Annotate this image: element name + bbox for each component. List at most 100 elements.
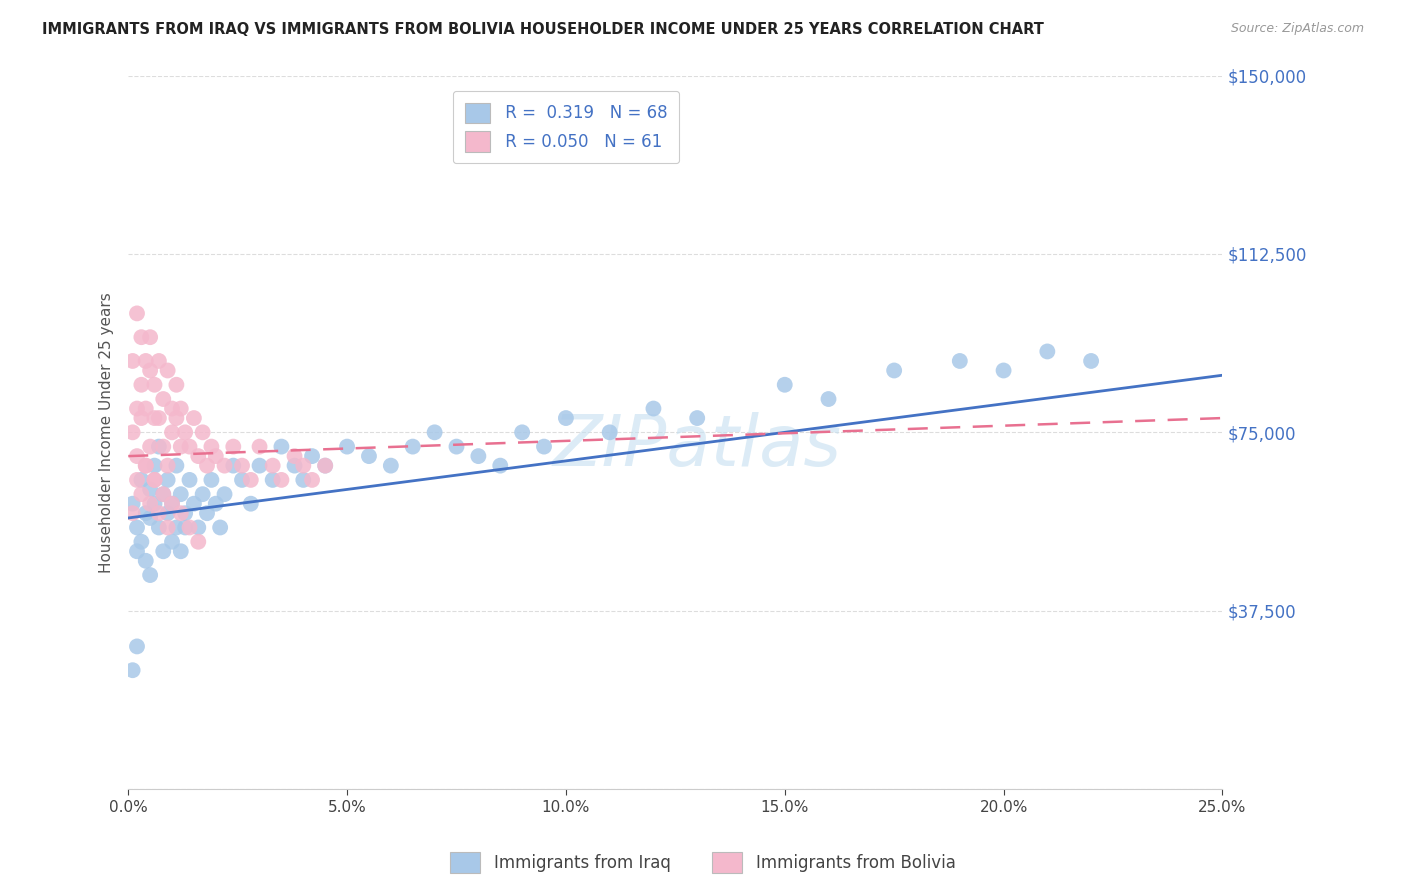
Point bbox=[179, 440, 201, 454]
Point bbox=[231, 458, 253, 473]
Point bbox=[249, 440, 271, 454]
Point bbox=[152, 440, 174, 454]
Point bbox=[239, 497, 262, 511]
Point bbox=[467, 449, 489, 463]
Point bbox=[209, 520, 232, 534]
Point bbox=[125, 473, 148, 487]
Point bbox=[170, 506, 193, 520]
Point bbox=[165, 377, 187, 392]
Point bbox=[160, 497, 183, 511]
Point bbox=[599, 425, 621, 440]
Point bbox=[301, 449, 323, 463]
Point bbox=[179, 520, 201, 534]
Point bbox=[139, 511, 162, 525]
Point bbox=[143, 473, 166, 487]
Point bbox=[191, 487, 214, 501]
Point bbox=[686, 411, 709, 425]
Point bbox=[165, 411, 187, 425]
Point bbox=[817, 392, 839, 406]
Point bbox=[446, 440, 468, 454]
Point bbox=[135, 401, 157, 416]
Point bbox=[214, 458, 236, 473]
Point bbox=[183, 497, 205, 511]
Point bbox=[949, 354, 972, 368]
Point bbox=[170, 544, 193, 558]
Point bbox=[125, 401, 148, 416]
Point bbox=[179, 473, 201, 487]
Point bbox=[143, 497, 166, 511]
Text: Source: ZipAtlas.com: Source: ZipAtlas.com bbox=[1230, 22, 1364, 36]
Point bbox=[231, 473, 253, 487]
Point bbox=[121, 497, 143, 511]
Point bbox=[156, 458, 179, 473]
Point bbox=[152, 487, 174, 501]
Point bbox=[156, 363, 179, 377]
Point bbox=[143, 411, 166, 425]
Point bbox=[883, 363, 905, 377]
Point bbox=[131, 487, 153, 501]
Point bbox=[135, 458, 157, 473]
Point bbox=[139, 568, 162, 582]
Point bbox=[402, 440, 425, 454]
Point bbox=[773, 377, 796, 392]
Point bbox=[270, 473, 292, 487]
Point bbox=[314, 458, 336, 473]
Point bbox=[148, 411, 170, 425]
Point bbox=[195, 458, 218, 473]
Point bbox=[131, 377, 153, 392]
Text: ZIPatlas: ZIPatlas bbox=[553, 412, 842, 481]
Point bbox=[139, 440, 162, 454]
Point bbox=[139, 363, 162, 377]
Point bbox=[160, 497, 183, 511]
Point bbox=[125, 306, 148, 320]
Point bbox=[204, 497, 226, 511]
Point bbox=[262, 473, 284, 487]
Point bbox=[292, 473, 315, 487]
Point bbox=[187, 520, 209, 534]
Point bbox=[131, 330, 153, 344]
Point bbox=[187, 534, 209, 549]
Point bbox=[357, 449, 380, 463]
Point bbox=[143, 377, 166, 392]
Point bbox=[143, 458, 166, 473]
Point bbox=[135, 554, 157, 568]
Point bbox=[148, 354, 170, 368]
Point bbox=[204, 449, 226, 463]
Point bbox=[148, 440, 170, 454]
Point bbox=[200, 473, 222, 487]
Point bbox=[170, 401, 193, 416]
Point bbox=[284, 449, 307, 463]
Point bbox=[160, 401, 183, 416]
Point bbox=[336, 440, 359, 454]
Point bbox=[239, 473, 262, 487]
Legend: Immigrants from Iraq, Immigrants from Bolivia: Immigrants from Iraq, Immigrants from Bo… bbox=[444, 846, 962, 880]
Point bbox=[174, 520, 197, 534]
Y-axis label: Householder Income Under 25 years: Householder Income Under 25 years bbox=[100, 292, 114, 573]
Point bbox=[423, 425, 446, 440]
Point bbox=[174, 425, 197, 440]
Point bbox=[160, 534, 183, 549]
Point bbox=[183, 411, 205, 425]
Point bbox=[135, 354, 157, 368]
Point bbox=[284, 458, 307, 473]
Point bbox=[121, 425, 143, 440]
Text: IMMIGRANTS FROM IRAQ VS IMMIGRANTS FROM BOLIVIA HOUSEHOLDER INCOME UNDER 25 YEAR: IMMIGRANTS FROM IRAQ VS IMMIGRANTS FROM … bbox=[42, 22, 1045, 37]
Point bbox=[121, 663, 143, 677]
Legend:  R =  0.319   N = 68,  R = 0.050   N = 61 : R = 0.319 N = 68, R = 0.050 N = 61 bbox=[453, 91, 679, 163]
Point bbox=[249, 458, 271, 473]
Point bbox=[131, 411, 153, 425]
Point bbox=[510, 425, 533, 440]
Point bbox=[131, 473, 153, 487]
Point bbox=[222, 458, 245, 473]
Point bbox=[314, 458, 336, 473]
Point bbox=[170, 440, 193, 454]
Point bbox=[533, 440, 555, 454]
Point bbox=[135, 506, 157, 520]
Point bbox=[131, 534, 153, 549]
Point bbox=[165, 458, 187, 473]
Point bbox=[1080, 354, 1102, 368]
Point bbox=[148, 520, 170, 534]
Point bbox=[121, 506, 143, 520]
Point bbox=[222, 440, 245, 454]
Point bbox=[165, 520, 187, 534]
